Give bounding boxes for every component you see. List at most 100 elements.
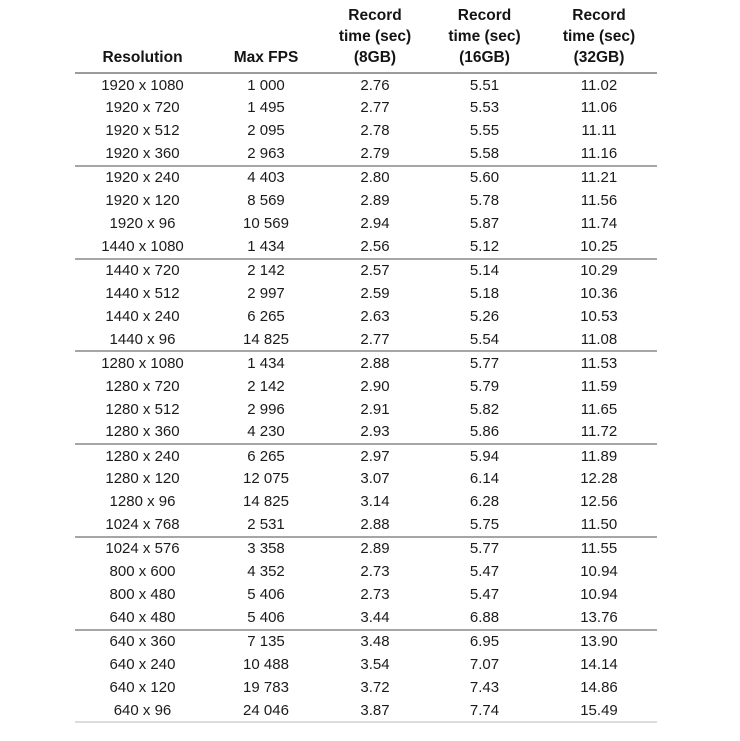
cell-time-32gb: 11.16 <box>541 142 657 167</box>
cell-time-16gb: 7.07 <box>469 655 500 673</box>
cell-time-8gb: 2.94 <box>360 215 390 233</box>
cell-time-8gb: 2.97 <box>360 447 390 465</box>
cell-time-32gb: 11.11 <box>581 122 617 140</box>
cell-max-fps: 2 142 <box>247 262 285 280</box>
cell-resolution: 1920 x 512 <box>105 122 180 140</box>
cell-time-16gb: 6.95 <box>469 633 500 651</box>
cell-time-32gb: 11.55 <box>580 540 618 558</box>
cell-time-32gb: 11.74 <box>580 215 618 233</box>
cell-max-fps: 1 434 <box>210 235 322 260</box>
cell-time-32gb: 10.29 <box>580 262 618 280</box>
table-row: 640 x 96 24 046 3.87 7.74 15.49 <box>75 699 657 724</box>
cell-time-32gb: 13.90 <box>580 633 618 651</box>
cell-time-8gb: 2.73 <box>360 563 390 581</box>
cell-time-16gb: 5.55 <box>469 122 500 140</box>
cell-time-16gb: 5.14 <box>469 262 500 280</box>
cell-time-16gb: 5.53 <box>469 99 500 117</box>
header-record-16gb: Record time (sec) (16GB) <box>428 5 541 74</box>
cell-max-fps: 24 046 <box>210 699 322 724</box>
cell-resolution: 1440 x 512 <box>105 284 180 302</box>
cell-resolution: 640 x 360 <box>109 633 176 651</box>
cell-time-32gb: 11.02 <box>580 76 618 94</box>
cell-time-16gb: 5.26 <box>469 307 500 325</box>
header-resolution: Resolution <box>75 5 210 74</box>
table-row: 1920 x 720 1 495 2.77 5.53 11.06 <box>75 96 657 119</box>
cell-max-fps: 19 783 <box>243 678 289 696</box>
cell-time-8gb: 2.80 <box>360 169 390 187</box>
cell-resolution: 1920 x 360 <box>75 142 210 167</box>
cell-time-32gb: 10.36 <box>580 284 618 302</box>
cell-resolution: 800 x 480 <box>109 586 176 604</box>
table-row: 640 x 120 19 783 3.72 7.43 14.86 <box>75 676 657 699</box>
cell-time-16gb: 7.74 <box>428 699 541 724</box>
table-row: 1024 x 576 3 358 2.89 5.77 11.55 <box>75 537 657 560</box>
cell-resolution: 1280 x 512 <box>105 400 180 418</box>
cell-resolution: 640 x 240 <box>109 655 176 673</box>
cell-time-8gb: 2.73 <box>360 586 390 604</box>
cell-time-16gb: 5.47 <box>469 563 500 581</box>
cell-time-16gb: 5.78 <box>469 192 500 210</box>
cell-time-32gb: 11.56 <box>580 192 618 210</box>
cell-max-fps: 8 569 <box>247 192 285 210</box>
cell-time-16gb: 5.54 <box>428 328 541 353</box>
cell-time-32gb: 10.94 <box>580 563 618 581</box>
cell-time-8gb: 2.89 <box>360 192 390 210</box>
cell-time-16gb: 5.60 <box>469 169 500 187</box>
header-record-32gb: Record time (sec) (32GB) <box>541 5 657 74</box>
cell-time-16gb: 7.43 <box>469 678 500 696</box>
table-row: 1920 x 120 8 569 2.89 5.78 11.56 <box>75 189 657 212</box>
cell-max-fps: 14 825 <box>243 493 289 511</box>
table-row: 800 x 480 5 406 2.73 5.47 10.94 <box>75 583 657 606</box>
cell-max-fps: 2 996 <box>247 400 285 418</box>
cell-time-32gb: 14.14 <box>580 655 618 673</box>
cell-time-16gb: 5.12 <box>428 235 541 260</box>
table-row: 1920 x 512 2 095 2.78 5.55 11.11 <box>75 119 657 142</box>
cell-time-16gb: 5.75 <box>428 513 541 538</box>
cell-time-32gb: 11.53 <box>580 354 618 372</box>
table-row: 640 x 480 5 406 3.44 6.88 13.76 <box>75 606 657 631</box>
cell-max-fps: 5 406 <box>247 586 285 604</box>
cell-time-32gb: 11.59 <box>580 377 618 395</box>
cell-time-8gb: 3.07 <box>360 470 390 488</box>
cell-time-16gb: 5.87 <box>469 215 500 233</box>
cell-resolution: 1920 x 96 <box>109 215 176 233</box>
cell-time-8gb: 2.88 <box>322 513 428 538</box>
cell-resolution: 1024 x 576 <box>105 540 180 558</box>
cell-resolution: 1440 x 96 <box>75 328 210 353</box>
cell-resolution: 640 x 96 <box>75 699 210 724</box>
cell-time-8gb: 3.14 <box>360 493 390 511</box>
cell-time-16gb: 5.58 <box>428 142 541 167</box>
cell-time-32gb: 13.76 <box>541 606 657 631</box>
cell-time-8gb: 2.91 <box>360 400 390 418</box>
cell-time-32gb: 11.89 <box>580 447 618 465</box>
cell-time-16gb: 5.51 <box>469 76 500 94</box>
cell-time-32gb: 14.86 <box>580 678 618 696</box>
cell-time-32gb: 10.53 <box>580 307 618 325</box>
cell-max-fps: 2 963 <box>210 142 322 167</box>
cell-resolution: 1920 x 720 <box>105 99 180 117</box>
table-row: 1024 x 768 2 531 2.88 5.75 11.50 <box>75 513 657 538</box>
table-row: 1920 x 1080 1 000 2.76 5.51 11.02 <box>75 73 657 96</box>
table-row: 1440 x 1080 1 434 2.56 5.12 10.25 <box>75 235 657 260</box>
cell-time-32gb: 11.72 <box>541 420 657 446</box>
cell-max-fps: 2 531 <box>210 513 322 538</box>
cell-time-8gb: 2.88 <box>360 354 390 372</box>
cell-time-32gb: 10.25 <box>541 235 657 260</box>
cell-time-8gb: 3.44 <box>322 606 428 631</box>
cell-resolution: 1440 x 720 <box>105 262 180 280</box>
cell-time-8gb: 3.87 <box>322 699 428 724</box>
cell-time-32gb: 11.65 <box>580 400 618 418</box>
cell-resolution: 1280 x 240 <box>105 447 180 465</box>
cell-time-8gb: 2.77 <box>322 328 428 353</box>
cell-time-16gb: 5.77 <box>469 540 500 558</box>
table-row: 1440 x 96 14 825 2.77 5.54 11.08 <box>75 328 657 353</box>
cell-time-8gb: 2.56 <box>322 235 428 260</box>
cell-resolution: 1024 x 768 <box>75 513 210 538</box>
cell-time-8gb: 2.76 <box>360 76 390 94</box>
cell-resolution: 800 x 600 <box>109 563 176 581</box>
cell-time-16gb: 5.47 <box>469 586 500 604</box>
cell-time-8gb: 2.79 <box>322 142 428 167</box>
cell-time-16gb: 5.18 <box>469 284 500 302</box>
cell-time-8gb: 2.78 <box>360 122 390 140</box>
